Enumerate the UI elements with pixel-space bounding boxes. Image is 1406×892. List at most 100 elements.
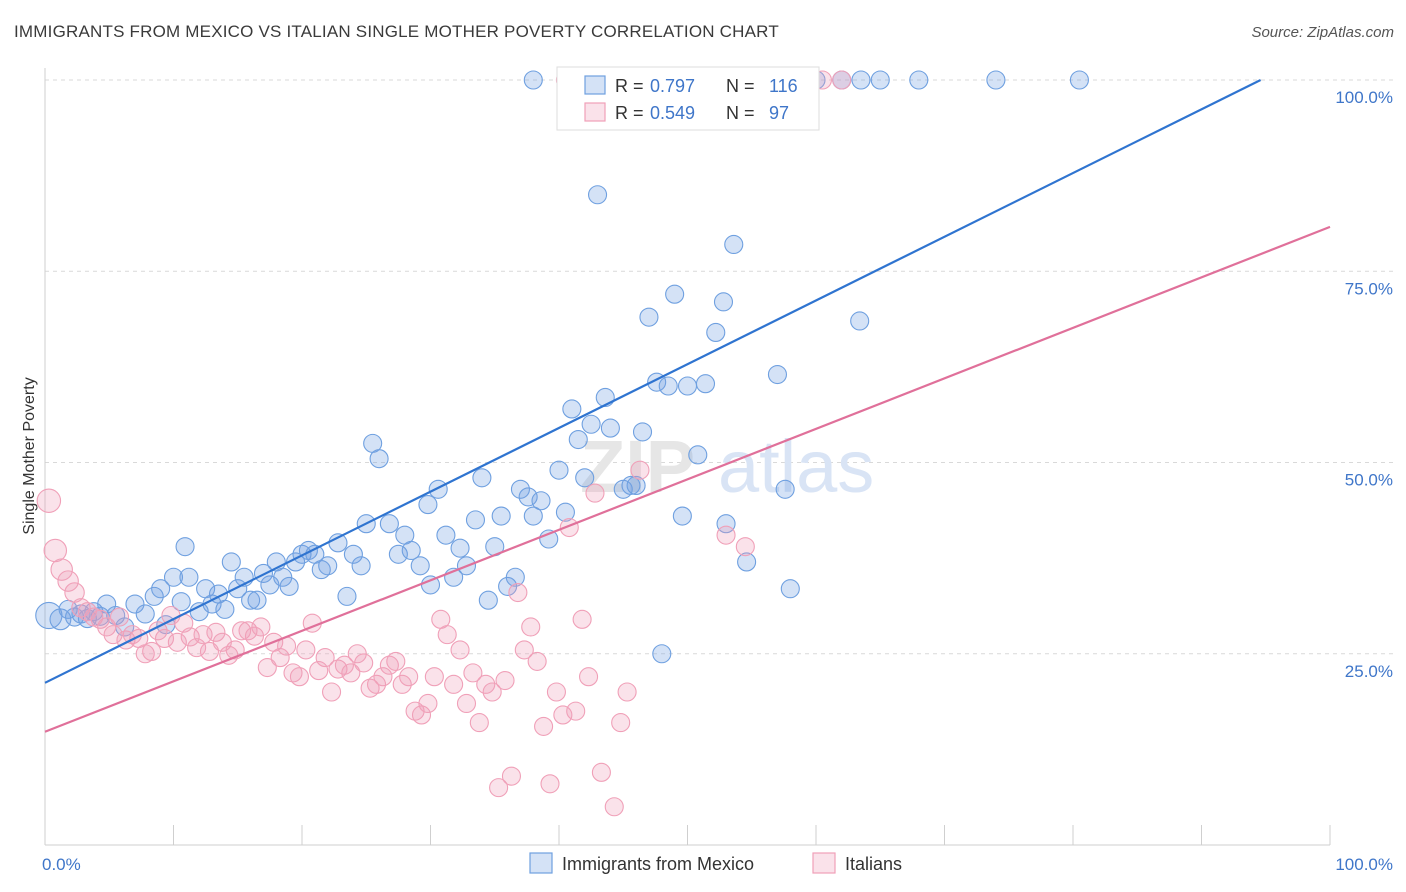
point-mexico	[658, 376, 678, 396]
point-italians	[411, 705, 432, 725]
point-mexico	[478, 590, 498, 610]
point-italians	[450, 640, 470, 660]
point-italians	[611, 713, 631, 733]
point-italians	[354, 653, 374, 673]
point-mexico	[491, 506, 511, 526]
point-italians	[90, 609, 110, 629]
point-italians	[463, 663, 483, 683]
point-mexico	[279, 576, 299, 596]
stats-n-label: N =	[726, 76, 755, 96]
point-mexico	[436, 525, 456, 545]
trend-line-mexico	[44, 79, 1262, 684]
point-mexico	[724, 234, 744, 255]
point-italians	[50, 558, 73, 581]
point-mexico	[144, 586, 164, 606]
point-italians	[566, 701, 586, 721]
grid-layer	[45, 79, 1395, 655]
point-mexico	[241, 590, 261, 610]
point-italians	[97, 617, 117, 637]
point-italians	[386, 651, 406, 671]
point-mexico	[737, 552, 757, 572]
point-italians	[296, 640, 316, 660]
y-axis-label: Single Mother Poverty	[21, 377, 38, 534]
point-italians	[444, 674, 464, 694]
point-italians	[514, 640, 534, 660]
point-mexico	[639, 307, 659, 327]
axes-layer	[44, 68, 1331, 846]
point-mexico	[621, 475, 641, 496]
point-mexico	[986, 70, 1006, 90]
point-mexico	[151, 579, 171, 599]
point-italians	[373, 667, 393, 687]
point-mexico	[555, 502, 575, 522]
point-mexico	[472, 468, 492, 488]
point-italians	[476, 674, 496, 694]
point-italians	[199, 641, 220, 662]
point-italians	[36, 488, 62, 513]
point-mexico	[549, 460, 569, 480]
point-italians	[521, 617, 541, 637]
point-italians	[418, 693, 438, 714]
point-mexico	[135, 604, 155, 624]
point-italians	[206, 622, 226, 642]
trend-line-italians	[44, 225, 1331, 733]
point-mexico	[410, 556, 430, 576]
point-italians	[167, 632, 187, 652]
point-mexico	[379, 514, 399, 534]
point-italians	[392, 674, 412, 694]
point-mexico	[221, 552, 241, 572]
point-italians	[534, 716, 554, 736]
point-mexico	[247, 590, 267, 610]
point-mexico	[1069, 70, 1089, 90]
point-italians	[142, 641, 162, 662]
point-italians	[617, 682, 637, 702]
point-mexico	[523, 70, 543, 90]
y-tick-label: 50.0%	[1345, 471, 1393, 490]
stats-swatch-italians	[584, 102, 606, 122]
point-italians	[334, 655, 354, 675]
point-mexico	[870, 70, 890, 90]
point-italians	[315, 648, 335, 668]
point-italians	[579, 667, 599, 687]
point-mexico	[179, 567, 199, 587]
point-mexico	[215, 599, 235, 619]
point-mexico	[523, 506, 543, 526]
point-italians	[43, 538, 68, 563]
point-italians	[238, 621, 258, 641]
point-mexico	[175, 537, 195, 557]
point-mexico	[600, 418, 620, 438]
point-italians	[630, 460, 650, 480]
ticks-layer: 25.0% 50.0% 75.0% 100.0% 0.0% 100.0%	[42, 88, 1393, 874]
point-italians	[57, 570, 79, 592]
point-italians	[437, 625, 457, 645]
point-mexico	[695, 374, 716, 394]
x-tick-label-min: 0.0%	[42, 855, 81, 874]
stats-r-value: 0.797	[650, 76, 695, 96]
stats-n-label: N =	[726, 103, 755, 123]
point-italians	[109, 607, 130, 627]
points-layer	[35, 70, 1089, 817]
point-italians	[508, 582, 528, 603]
point-italians	[495, 670, 515, 691]
y-tick-label: 25.0%	[1345, 662, 1393, 681]
point-mexico	[850, 311, 870, 331]
point-italians	[341, 663, 361, 683]
point-mexico	[581, 414, 601, 434]
point-italians	[232, 621, 252, 641]
point-mexico	[632, 422, 653, 442]
chart-title: IMMIGRANTS FROM MEXICO VS ITALIAN SINGLE…	[14, 22, 779, 41]
point-mexico	[672, 506, 692, 526]
y-tick-label: 100.0%	[1335, 88, 1393, 107]
point-mexico	[716, 514, 736, 534]
point-italians	[366, 674, 387, 694]
point-mexico	[626, 475, 646, 496]
point-italians	[527, 651, 547, 671]
trend-layer	[44, 79, 1331, 733]
point-italians	[591, 762, 611, 782]
point-italians	[154, 628, 175, 649]
point-italians	[735, 537, 755, 557]
point-mexico	[318, 556, 338, 576]
point-mexico	[775, 479, 795, 499]
point-mexico	[665, 284, 685, 304]
point-mexico	[568, 429, 588, 450]
